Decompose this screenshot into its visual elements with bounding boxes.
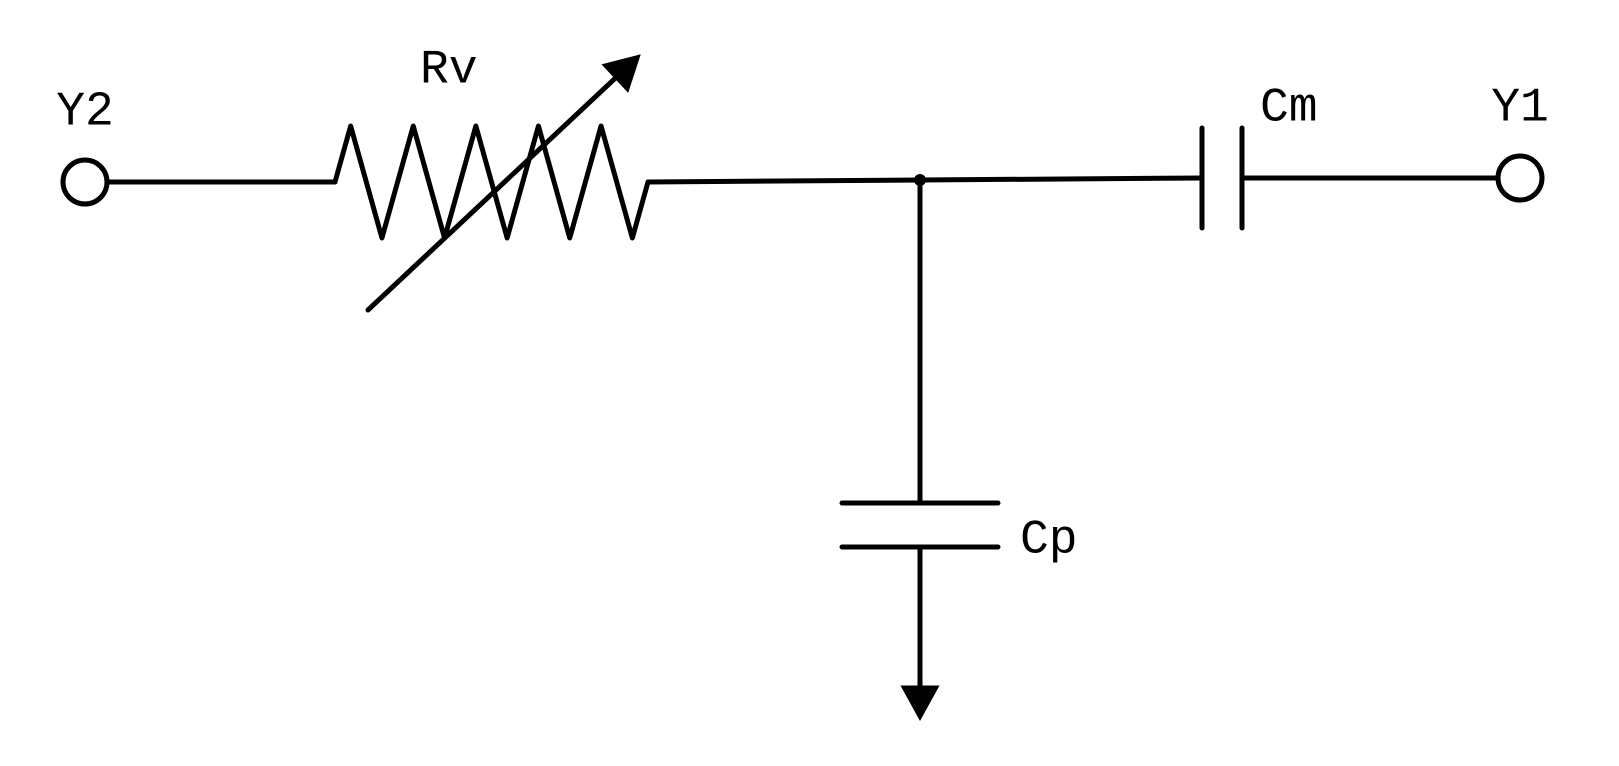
- terminal-y1-label: Y1: [1491, 82, 1549, 136]
- capacitor-cp-label: Cp: [1020, 514, 1078, 568]
- wire-node-to-cm: [920, 178, 1202, 180]
- terminal-y1: [1498, 156, 1542, 200]
- terminal-y2: [63, 160, 107, 204]
- resistor-rv: [335, 126, 648, 238]
- capacitor-cm-label: Cm: [1260, 82, 1318, 136]
- terminal-y2-label: Y2: [56, 86, 114, 140]
- wire-rv-to-node: [648, 180, 920, 182]
- resistor-rv-variable-arrow: [368, 69, 625, 310]
- resistor-rv-label: Rv: [420, 44, 478, 98]
- ground-arrow-icon: [901, 686, 938, 720]
- circuit-diagram: Y2 Y1 Rv Cm Cp: [0, 0, 1619, 766]
